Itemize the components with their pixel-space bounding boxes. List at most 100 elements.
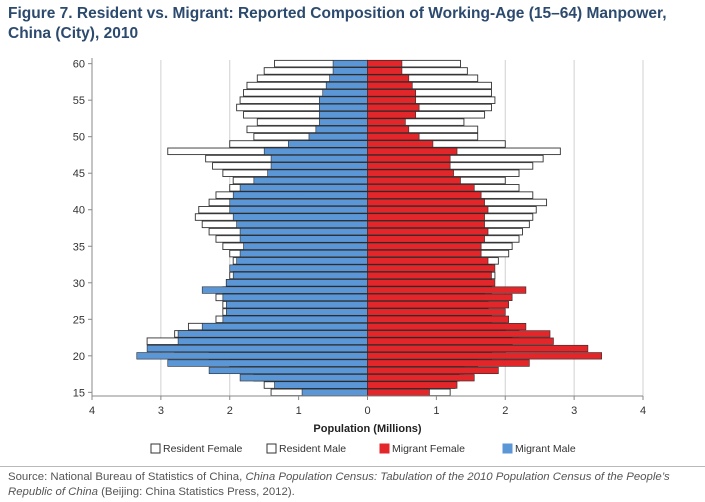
x-axis: 4 3 2 1 0 1 2 3 4 [89,395,646,417]
bar-migrant-male [146,344,368,353]
bar-migrant-female [367,337,554,345]
bar-migrant-female [367,191,482,199]
bar-migrant-male [222,293,368,301]
y-tick-label: 45 [73,168,85,180]
bar-migrant-female [367,162,451,170]
bar-migrant-male [232,191,368,199]
bar-migrant-male [136,352,368,360]
bar-migrant-female [367,220,485,228]
bar-migrant-male [239,184,368,192]
bar-migrant-male [236,257,368,265]
bar-migrant-female [367,125,410,133]
bar-migrant-female [367,286,527,294]
population-pyramid-chart: 15 20 25 30 35 40 45 50 55 60 4 3 2 1 0 1 2 3 4 Populatio… [73,58,646,455]
bar-migrant-female [367,352,602,360]
legend-label-resident-female: Resident Female [163,443,243,455]
bar-migrant-male [308,133,368,141]
bar-migrant-female [367,381,458,389]
bar-migrant-male [263,147,368,155]
y-tick-label: 55 [73,95,85,107]
bar-migrant-male [201,286,368,294]
bar-migrant-female [367,67,403,75]
y-tick-label: 15 [73,387,85,399]
bar-migrant-male [239,228,368,236]
bar-migrant-male [318,111,368,119]
bar-migrant-male [315,125,368,133]
y-tick-label: 25 [73,314,85,326]
bar-migrant-female [367,176,461,185]
x-tick-label: 3 [571,405,577,417]
bar-migrant-female [367,96,417,104]
bar-migrant-male [322,89,368,97]
bar-migrant-female [367,111,417,119]
bar-migrant-male [318,118,368,126]
bar-migrant-male [332,67,368,75]
x-axis-title: Population (Millions) [313,423,421,435]
y-tick-label: 35 [73,241,85,253]
bar-migrant-female [367,213,485,221]
bar-migrant-female [367,74,410,82]
bar-migrant-male [229,264,368,272]
legend-label-migrant-male: Migrant Male [515,443,576,455]
bar-migrant-male [177,330,368,338]
legend-swatch-migrant-female [379,443,390,454]
bar-migrant-female [367,271,492,280]
bar-migrant-male [177,337,368,345]
bar-migrant-male [332,60,368,68]
x-tick-label: 1 [433,405,439,417]
bar-migrant-female [367,155,451,163]
bar-migrant-female [367,206,489,214]
legend-swatch-resident-male [266,443,277,454]
bar-migrant-male [318,103,368,112]
x-tick-label: 4 [640,405,646,417]
bar-migrant-male [239,374,368,382]
bar-migrant-female [367,89,417,97]
y-tick-label: 50 [73,132,85,144]
bar-migrant-male [267,169,368,177]
x-tick-label: 4 [89,405,95,417]
bar-migrant-male [325,81,368,90]
bar-migrant-male [222,315,368,323]
bar-migrant-male [239,249,368,258]
bar-migrant-male [167,359,368,367]
bar-migrant-male [226,308,368,316]
bar-migrant-male [232,213,368,221]
y-tick-label: 20 [73,351,85,363]
bar-migrant-female [367,249,482,258]
bar-migrant-female [367,242,482,250]
bar-migrant-female [367,169,454,177]
legend-swatch-migrant-male [502,443,513,454]
bar-migrant-female [367,315,509,323]
bar-migrant-female [367,301,509,309]
bar-migrant-female [367,147,458,155]
bar-migrant-female [367,264,496,272]
bar-migrant-male [232,271,368,280]
bar-migrant-female [367,184,475,192]
bar-migrant-male [208,366,368,375]
bar-migrant-female [367,308,506,316]
bar-migrant-female [367,344,589,353]
chart-bars [136,59,602,397]
bar-migrant-male [226,279,368,287]
figure-title: Figure 7. Resident vs. Migrant: Reported… [8,5,667,42]
bar-migrant-male [239,235,368,243]
x-tick-label: 1 [296,405,302,417]
bar-migrant-male [229,206,368,214]
x-tick-label: 0 [364,405,370,417]
bar-migrant-female [367,118,406,126]
bar-migrant-female [367,366,499,375]
bar-migrant-female [367,140,434,148]
bar-migrant-male [270,155,368,163]
bar-migrant-female [367,293,513,301]
source-suffix: (Beijing: China Statistics Press, 2012). [97,486,295,498]
bar-migrant-female [367,388,430,396]
bar-migrant-male [270,162,368,170]
x-tick-label: 2 [502,405,508,417]
source-note: Source: National Bureau of Statistics of… [8,470,702,500]
bar-migrant-male [229,198,368,207]
bar-migrant-female [367,228,489,236]
bar-migrant-female [367,257,489,265]
bar-migrant-female [367,279,496,287]
bar-migrant-male [243,242,368,250]
bar-migrant-male [274,381,368,389]
